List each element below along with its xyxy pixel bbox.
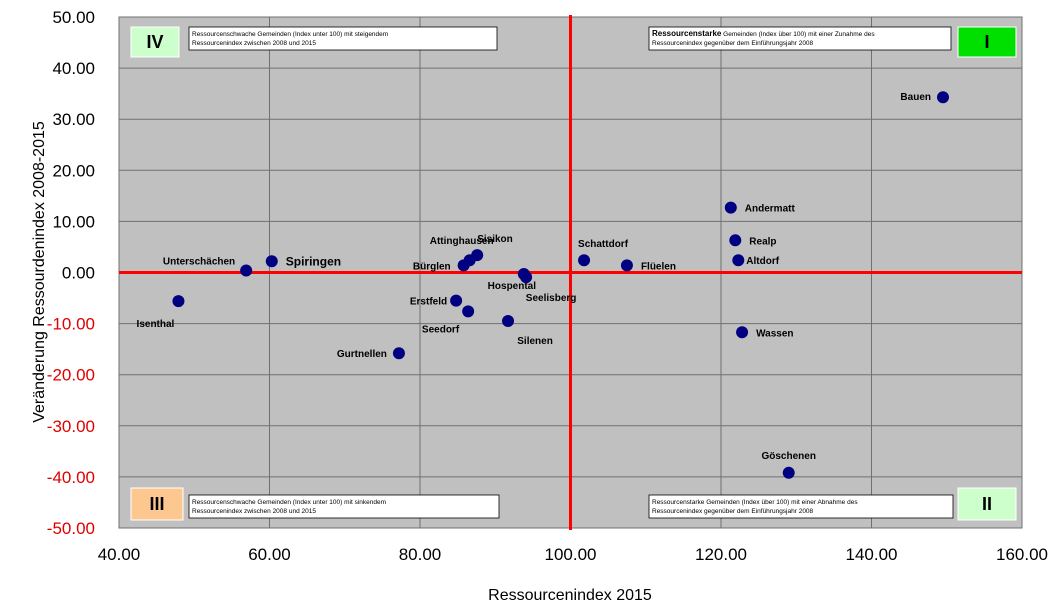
quadrant-IV-note-box — [188, 26, 498, 51]
data-point-göschenen — [782, 466, 795, 479]
data-label-gurtnellen: Gurtnellen — [337, 349, 387, 360]
quadrant-II-box — [957, 487, 1017, 521]
x-tick-labels: 40.00 60.00 80.00 100.00 120.00 140.00 160.00 — [98, 545, 1048, 564]
y-tick-label-1: 40.00 — [52, 59, 95, 78]
data-label-attinghausen: Attinghausen — [430, 236, 494, 247]
data-point-schattdorf — [578, 254, 591, 267]
y-tick-label-0: 50.00 — [52, 8, 95, 27]
data-label-schattdorf: Schattdorf — [578, 239, 629, 250]
data-point-isenthal — [172, 295, 185, 308]
data-label-erstfeld: Erstfeld — [410, 297, 447, 308]
y-tick-label-6: -10.00 — [47, 315, 95, 334]
quadrant-I-box — [957, 26, 1017, 58]
data-label-spiringen: Spiringen — [286, 254, 341, 268]
data-label-göschenen: Göschenen — [761, 451, 815, 462]
data-label-bürglen: Bürglen — [413, 261, 451, 272]
quadrant-I-label: I — [984, 32, 989, 52]
data-point-unterschächen — [240, 264, 253, 277]
y-tick-label-8: -30.00 — [47, 417, 95, 436]
data-point-andermatt — [724, 201, 737, 214]
y-tick-label-7: -20.00 — [47, 366, 95, 385]
quadrant-IV-label: IV — [146, 32, 163, 52]
x-tick-label-0: 40.00 — [98, 545, 141, 564]
quadrant-III-note-box — [188, 494, 500, 519]
x-tick-label-5: 140.00 — [846, 545, 898, 564]
data-label-altdorf: Altdorf — [746, 256, 779, 267]
data-point-seedorf — [462, 305, 475, 318]
y-tick-label-9: -40.00 — [47, 468, 95, 487]
quadrant-II-note-box — [648, 494, 954, 519]
quadrant-II-note: Ressourcenstarke Gemeinden (Index über 1… — [652, 499, 858, 515]
data-point-realp — [729, 234, 742, 247]
data-label-realp: Realp — [749, 236, 776, 247]
quadrant-III-label: III — [149, 494, 164, 514]
data-labels: Bauen Andermatt Realp Altdorf Flüelen Schattd… — [137, 92, 931, 462]
data-label-sisikon: Sisikon — [477, 234, 513, 245]
x-tick-label-6: 160.00 — [996, 545, 1048, 564]
data-label-unterschächen: Unterschächen — [163, 256, 235, 267]
y-tick-label-5: 0.00 — [62, 264, 95, 283]
data-point-bauen — [936, 91, 949, 104]
quadrant-IV-note: Ressourcenschwache Gemeinden (Index unte… — [192, 31, 388, 47]
y-tick-label-10: -50.00 — [47, 519, 95, 538]
x-tick-label-2: 80.00 — [399, 545, 442, 564]
quadrant-II-label: II — [982, 494, 992, 514]
data-label-silenen: Silenen — [517, 336, 553, 347]
quadrant-I-note: Ressourcenstarke Gemeinden (Index über 1… — [652, 29, 875, 47]
data-point-spiringen — [265, 255, 278, 268]
data-point-silenen — [502, 315, 515, 328]
data-label-hospental: Hospental — [488, 281, 537, 292]
quadrant-annotations: I Ressourcenstarke Gemeinden (Index über … — [130, 26, 1017, 521]
data-point-bürglen — [457, 259, 470, 272]
x-tick-label-3: 100.00 — [545, 545, 597, 564]
data-label-bauen: Bauen — [900, 92, 931, 103]
data-points — [172, 91, 949, 479]
x-axis-title: Ressourcenindex 2015 — [488, 587, 652, 604]
data-point-seelisberg — [520, 271, 533, 284]
data-label-isenthal: Isenthal — [137, 319, 175, 330]
data-point-gurtnellen — [392, 347, 405, 360]
data-label-seedorf: Seedorf — [422, 324, 460, 335]
data-point-altdorf — [732, 254, 745, 267]
quadrant-IV-box — [130, 26, 180, 58]
data-label-wassen: Wassen — [756, 328, 793, 339]
data-point-wassen — [736, 326, 749, 339]
quadrant-III-note: Ressourcenschwache Gemeinden (Index unte… — [192, 499, 386, 515]
y-tick-label-3: 20.00 — [52, 161, 95, 180]
y-axis-title: Veränderung Ressourdenindex 2008-2015 — [31, 121, 48, 423]
y-tick-labels: 50.00 40.00 30.00 20.00 10.00 0.00 -10.00 -20.0… — [47, 8, 95, 538]
x-tick-label-1: 60.00 — [248, 545, 291, 564]
data-point-flüelen — [620, 259, 633, 272]
y-tick-label-4: 10.00 — [52, 212, 95, 231]
y-tick-label-2: 30.00 — [52, 110, 95, 129]
quadrant-I-note-box — [648, 26, 952, 51]
data-label-flüelen: Flüelen — [641, 261, 676, 272]
x-tick-label-4: 120.00 — [695, 545, 747, 564]
data-label-seelisberg: Seelisberg — [526, 293, 577, 304]
data-point-erstfeld — [450, 294, 463, 307]
quadrant-III-box — [130, 487, 184, 521]
data-label-andermatt: Andermatt — [745, 204, 796, 215]
reference-lines — [119, 15, 1022, 530]
